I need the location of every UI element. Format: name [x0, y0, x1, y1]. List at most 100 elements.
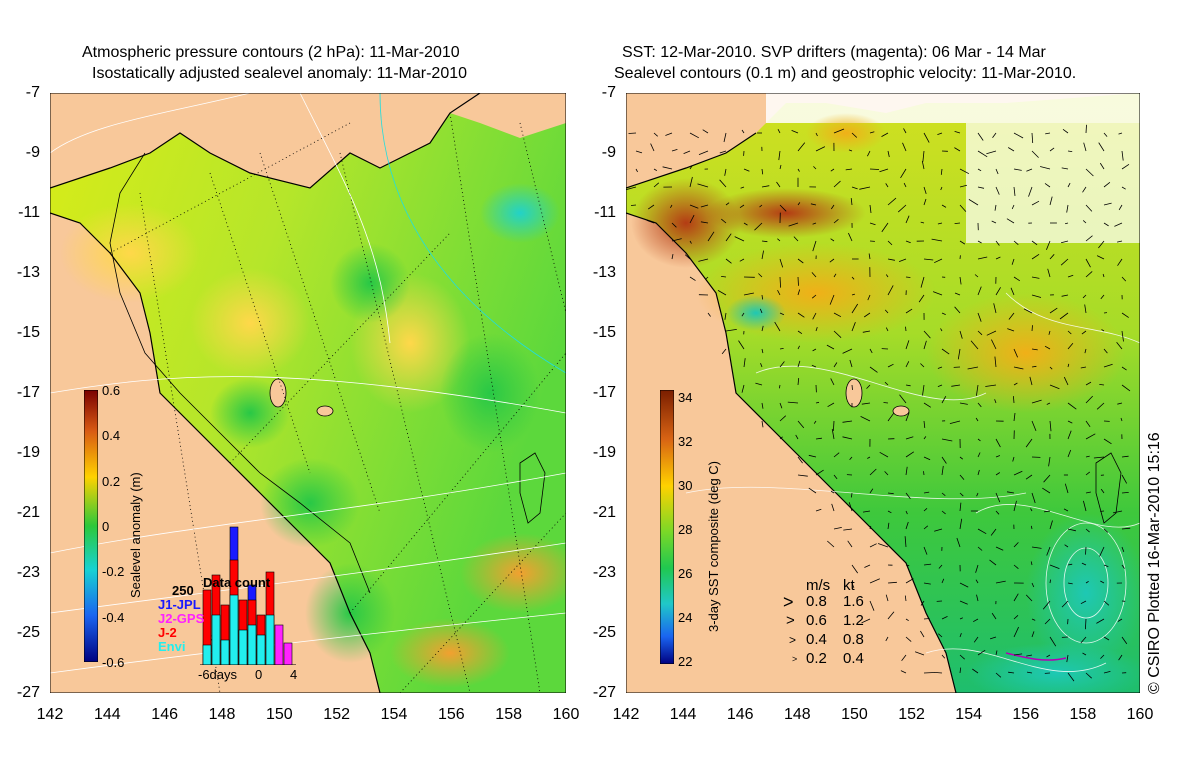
velocity-vector [739, 258, 745, 262]
velocity-vector [914, 651, 925, 656]
velocity-vector [869, 204, 872, 214]
velocity-vector [905, 521, 909, 530]
velocity-vector [829, 294, 835, 305]
velocity-vector [1025, 438, 1033, 448]
velocity-vector [741, 384, 745, 393]
velocity-vector [1049, 520, 1053, 530]
velocity-vector [851, 492, 853, 498]
velocity-key-ms: 0.6 [806, 612, 827, 629]
velocity-vector [761, 168, 764, 175]
velocity-vector [1103, 222, 1109, 227]
longitude-label: 156 [437, 706, 465, 723]
velocity-vector [995, 472, 1001, 476]
velocity-key-kt: 1.2 [843, 612, 864, 629]
longitude-label: 146 [151, 706, 178, 723]
velocity-vector [725, 329, 737, 332]
velocity-vector [723, 132, 727, 143]
velocity-vector [972, 668, 979, 674]
velocity-vector [1101, 329, 1105, 332]
velocity-vector [630, 204, 637, 206]
velocity-vector [721, 348, 727, 355]
velocity-vector [879, 451, 889, 458]
colorbar-tick: 0.4 [102, 428, 121, 444]
velocity-vector [739, 204, 745, 209]
velocity-vector [761, 325, 764, 332]
velocity-vector [995, 510, 1000, 515]
velocity-vector [898, 258, 907, 262]
velocity-vector [977, 452, 981, 458]
velocity-vector [1045, 132, 1051, 135]
velocity-vector [954, 222, 961, 224]
velocity-vector [923, 582, 931, 585]
velocity-vector [1013, 240, 1019, 246]
velocity-vector [1012, 456, 1015, 462]
velocity-vector [1102, 273, 1105, 278]
velocity-vector [1067, 274, 1074, 278]
velocity-vector [628, 132, 637, 134]
longitude-label: 160 [552, 706, 580, 723]
velocity-vector [1085, 546, 1087, 555]
velocity-vector [977, 402, 982, 408]
velocity-vector [842, 348, 853, 354]
velocity-vector [843, 528, 853, 531]
velocity-vector [954, 131, 961, 134]
velocity-vector [1013, 593, 1019, 602]
velocity-vector [827, 540, 835, 548]
velocity-vector [1031, 618, 1036, 621]
velocity-vector [905, 240, 911, 244]
velocity-vector [1067, 449, 1072, 458]
velocity-vector [1007, 328, 1015, 332]
velocity-vector [937, 384, 943, 387]
velocity-vector [989, 636, 997, 640]
velocity-vector [959, 474, 965, 480]
longitude-label: 160 [1126, 706, 1154, 723]
velocity-vector [1006, 491, 1015, 494]
velocity-vector [797, 312, 805, 318]
velocity-vector [941, 616, 948, 620]
velocity-vector [1013, 653, 1023, 656]
velocity-vector [968, 199, 979, 206]
velocity-vector [778, 150, 781, 161]
velocity-vector [861, 618, 871, 624]
velocity-vector [689, 276, 696, 281]
latitude-label: -7 [601, 84, 616, 101]
velocity-vector [1085, 618, 1087, 630]
velocity-vector [869, 348, 873, 354]
velocity-vector [887, 412, 895, 422]
velocity-vector [975, 417, 979, 422]
velocity-vector [977, 168, 982, 172]
velocity-key-kt: 0.4 [843, 650, 864, 667]
velocity-vector [1085, 672, 1092, 679]
velocity-vector [851, 132, 858, 138]
velocity-vector [977, 256, 988, 260]
velocity-vector [684, 254, 691, 260]
velocity-vector [887, 363, 894, 368]
velocity-vector [683, 150, 691, 154]
velocity-vector [830, 378, 835, 386]
velocity-vector [1013, 168, 1022, 171]
velocity-vector [811, 272, 817, 278]
velocity-vector [1043, 474, 1051, 483]
velocity-vector [1082, 186, 1087, 193]
latitude-label: -23 [16, 564, 40, 581]
velocity-vector [833, 420, 835, 431]
velocity-vector [995, 672, 1002, 678]
colorbar-tick: 30 [678, 478, 693, 493]
velocity-vector [1121, 276, 1127, 282]
velocity-vector [995, 186, 1000, 195]
velocity-vector [1025, 594, 1033, 602]
velocity-vector [1085, 420, 1091, 428]
velocity-vector [1121, 330, 1124, 342]
velocity-vector [1031, 200, 1040, 206]
velocity-vector [1013, 396, 1015, 404]
latitude-label: -11 [594, 204, 616, 221]
velocity-vector [827, 402, 835, 408]
velocity-vector [1044, 345, 1051, 350]
velocity-vector [1112, 510, 1123, 514]
velocity-vector [869, 168, 880, 170]
velocity-vector [1049, 147, 1055, 152]
velocity-vector [761, 402, 764, 409]
velocity-vector [1042, 600, 1051, 610]
longitude-label: 148 [783, 706, 811, 723]
